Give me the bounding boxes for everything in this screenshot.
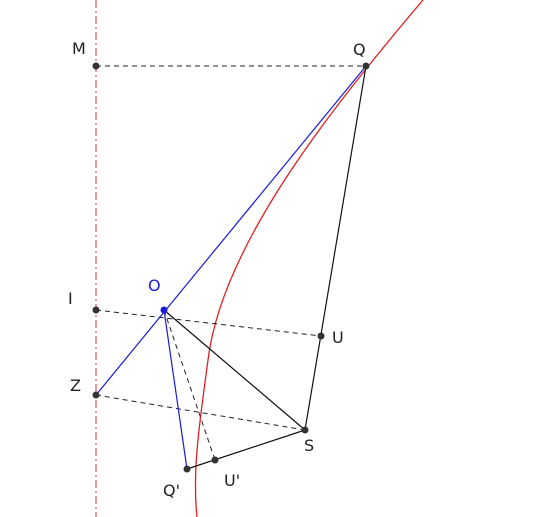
point [362, 62, 370, 70]
point-label: Q [353, 40, 366, 59]
point-label: U [332, 328, 344, 347]
point-label: M [72, 39, 86, 58]
points [92, 62, 370, 473]
point-label: S [304, 436, 314, 455]
point-label: Q' [163, 481, 180, 500]
dashed-lines [95, 65, 366, 461]
point-label: O [148, 276, 161, 295]
point-label: U' [224, 471, 240, 490]
parabola [194, 0, 424, 517]
point [183, 465, 191, 473]
point [317, 332, 325, 340]
point-label: Z [70, 376, 81, 395]
point [301, 426, 309, 434]
solid-lines [163, 65, 367, 470]
point-label: I [68, 289, 73, 308]
point [211, 456, 219, 464]
point [92, 391, 100, 399]
point [92, 306, 100, 314]
blue-lines [95, 65, 367, 470]
point [160, 306, 168, 314]
point [92, 62, 100, 70]
